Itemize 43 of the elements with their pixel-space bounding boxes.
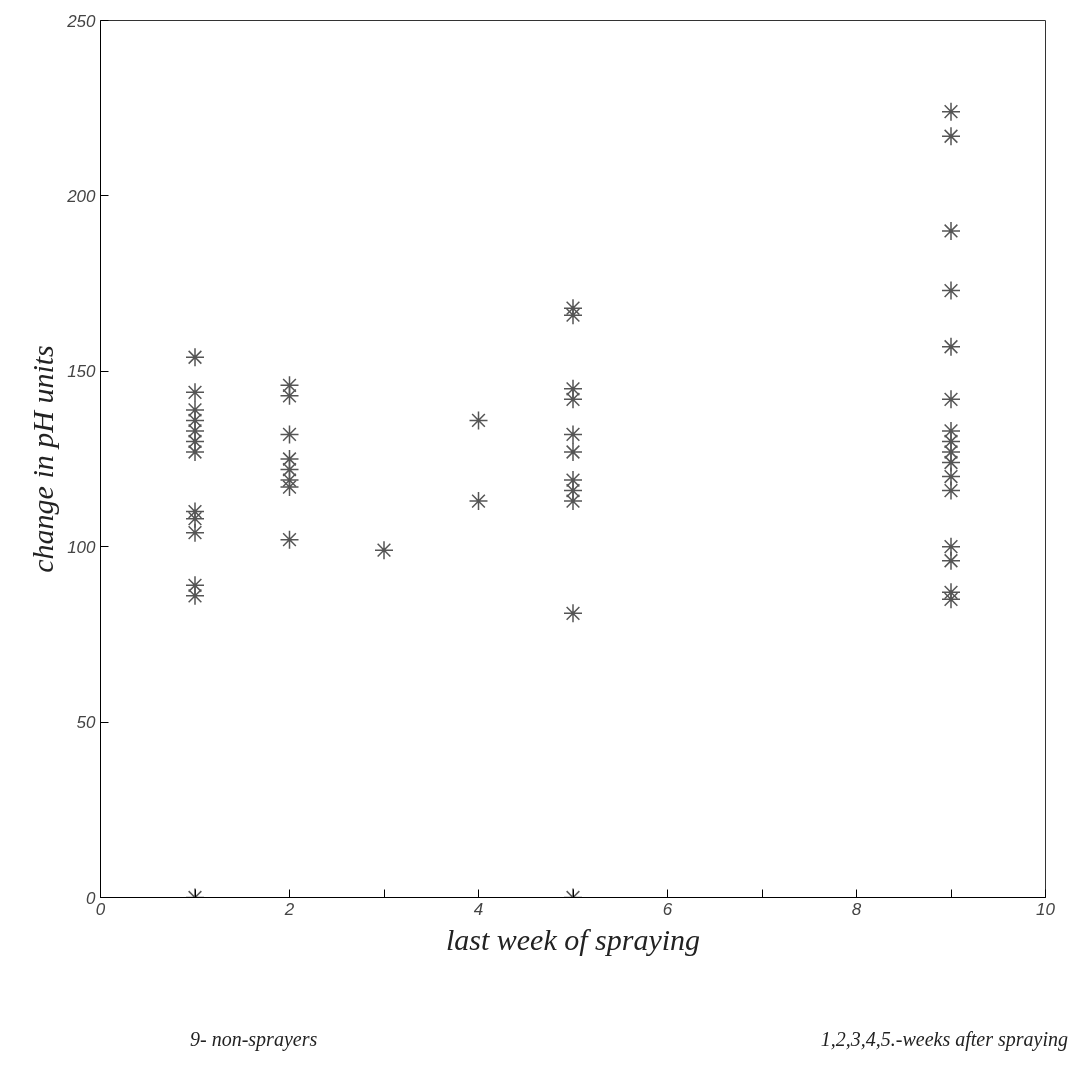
x-tick-label: 10 — [1036, 899, 1056, 919]
point — [279, 424, 300, 445]
point — [279, 529, 300, 550]
x-tick-label: 4 — [473, 899, 484, 919]
point — [941, 480, 961, 501]
point — [185, 442, 205, 462]
point — [185, 382, 205, 403]
y-tick-label: 250 — [66, 11, 97, 31]
point — [279, 386, 300, 406]
x-tick-label: 8 — [851, 899, 862, 919]
point — [374, 540, 394, 560]
point — [279, 449, 300, 469]
x-tick-label: 6 — [662, 899, 673, 919]
point — [941, 221, 961, 241]
y-tick-label: 50 — [76, 713, 97, 733]
x-tick-label: 2 — [283, 899, 295, 919]
point — [941, 442, 961, 462]
point — [185, 586, 205, 606]
point — [279, 477, 300, 497]
text: 1,2,3,4,5.-weeks after spraying — [820, 1027, 1068, 1053]
y-tick-label: 200 — [66, 186, 97, 206]
y-axis-title: change in pH units — [26, 345, 60, 573]
point — [941, 280, 961, 301]
point — [185, 522, 205, 543]
point — [563, 389, 583, 410]
point — [563, 442, 583, 462]
y-tick-label: 100 — [67, 537, 97, 557]
point — [941, 336, 961, 357]
point — [468, 410, 489, 431]
point — [563, 470, 583, 490]
point — [941, 589, 961, 610]
text: 9- non-sprayers — [190, 1027, 318, 1053]
point — [941, 389, 961, 410]
point — [941, 126, 961, 147]
point — [941, 101, 961, 122]
x-axis-title: last week of spraying — [445, 922, 701, 956]
point — [468, 491, 489, 511]
point — [941, 550, 961, 571]
point — [563, 424, 583, 445]
point — [185, 347, 205, 368]
y-tick-label: 150 — [67, 362, 97, 382]
point — [563, 491, 583, 511]
point — [563, 603, 583, 624]
